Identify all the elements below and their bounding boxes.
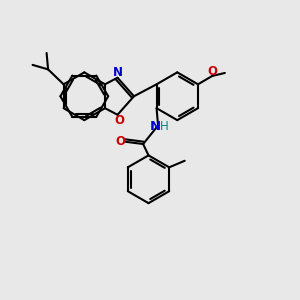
Text: O: O <box>114 114 124 127</box>
Text: N: N <box>112 66 122 79</box>
Text: O: O <box>115 134 125 148</box>
Text: N: N <box>150 120 161 133</box>
Text: H: H <box>160 120 169 133</box>
Text: O: O <box>207 65 217 78</box>
